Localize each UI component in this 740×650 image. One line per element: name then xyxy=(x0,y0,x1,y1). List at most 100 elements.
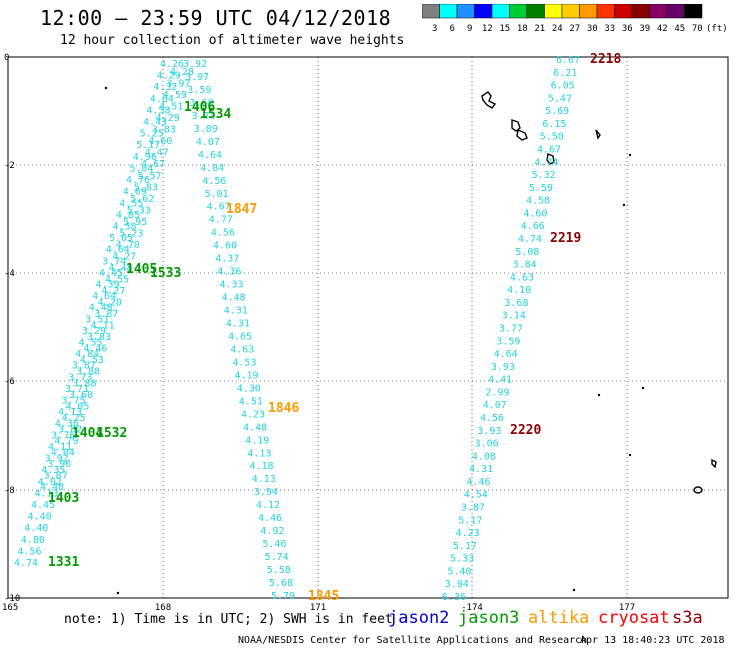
wave-height-value: 4.67 xyxy=(141,159,165,170)
wave-height-value: 4.07 xyxy=(196,137,220,148)
wave-height-value: 3.60 xyxy=(69,390,93,401)
wave-height-value: 5.33 xyxy=(127,205,151,216)
wave-height-value: 4.48 xyxy=(89,303,113,314)
colorbar-label: 30 xyxy=(587,24,598,34)
wave-height-value: 4.11 xyxy=(91,321,115,332)
wave-height-value: 4.56 xyxy=(211,228,235,239)
wave-height-value: 3.68 xyxy=(189,98,213,109)
wave-height-value: 4.79 xyxy=(54,436,78,447)
wave-height-value: 4.28 xyxy=(170,67,194,78)
wave-height-value: 4.56 xyxy=(480,413,504,424)
wave-height-value: 5.79 xyxy=(271,591,295,602)
wave-height-value: 4.55 xyxy=(79,338,103,349)
wave-height-value: 4.84 xyxy=(200,163,224,174)
wave-height-value: 3.96 xyxy=(47,459,71,470)
wave-height-value: 5.95 xyxy=(123,217,147,228)
wave-height-value: 4.60 xyxy=(148,136,172,147)
wave-height-value: 4.58 xyxy=(526,196,550,207)
wave-height-value: 5.83 xyxy=(134,182,158,193)
wave-height-value: 4.38 xyxy=(113,222,137,233)
wave-height-value: 4.31 xyxy=(226,319,250,330)
wave-height-value: 4.39 xyxy=(96,280,120,291)
wave-height-value: 4.48 xyxy=(243,422,267,433)
island-outline xyxy=(511,119,521,132)
wave-height-value: 6.21 xyxy=(553,68,577,79)
wave-height-value: 3.59 xyxy=(496,336,520,347)
wave-height-value: 3.77 xyxy=(499,324,523,335)
island-dot xyxy=(628,153,632,157)
wave-height-value: 3.73 xyxy=(68,372,92,383)
legend-cryosat: cryosat xyxy=(598,608,670,628)
wave-height-value: 4.54 xyxy=(464,490,488,501)
wave-height-value: 4.40 xyxy=(28,512,52,523)
wave-height-value: 5.59 xyxy=(529,183,553,194)
pass-time-label: 1405 xyxy=(126,262,157,277)
island-dot xyxy=(104,86,108,90)
footer-credit: NOAA/NESDIS Center for Satellite Applica… xyxy=(238,635,588,646)
island-outline xyxy=(516,129,528,141)
wave-height-value: 3.51 xyxy=(85,314,109,325)
wave-height-value: 4.80 xyxy=(21,535,45,546)
wave-height-value: 4.70 xyxy=(116,240,140,251)
wave-height-value: 4.64 xyxy=(494,349,518,360)
wave-height-value: 4.35 xyxy=(41,465,65,476)
wave-height-value: 3.93 xyxy=(477,426,501,437)
wave-height-value: 3.88 xyxy=(76,367,100,378)
pass-time-label: 1847 xyxy=(226,202,257,217)
wave-height-value: 5.40 xyxy=(447,566,471,577)
legend-jason2: jason2 xyxy=(388,608,450,628)
wave-height-value: 4.20 xyxy=(98,298,122,309)
wave-height-colorbar: 3 6 9 12 15 18 21 24 27 30 33 36 39 42 45 70 (ft) xyxy=(422,4,728,34)
wave-height-value: 4.12 xyxy=(256,500,280,511)
colorbar-label: 24 xyxy=(552,24,563,34)
wave-height-value: 5.17 xyxy=(458,515,482,526)
island-outline xyxy=(711,458,717,469)
wave-height-value: 4.48 xyxy=(40,482,64,493)
wave-height-value: 4.56 xyxy=(17,546,41,557)
wave-height-value: 4.56 xyxy=(202,176,226,187)
colorbar-label: 12 xyxy=(482,24,493,34)
wave-height-value: 3.29 xyxy=(82,326,106,337)
wave-height-value: 4.64 xyxy=(106,245,130,256)
wave-height-value: 3.97 xyxy=(185,72,209,83)
colorbar-swatch xyxy=(684,4,703,19)
pass-time-label: 1845 xyxy=(308,589,339,604)
wave-height-value: 4.96 xyxy=(133,152,157,163)
island-dot xyxy=(597,393,601,397)
footer-timestamp: Apr 13 18:40:23 UTC 2018 xyxy=(580,635,725,646)
legend-s3a: s3a xyxy=(672,608,703,628)
wave-height-value: 4.51 xyxy=(239,396,263,407)
wave-height-value: 4.92 xyxy=(260,526,284,537)
wave-height-value: 3.82 xyxy=(58,424,82,435)
wave-height-value: 3.97 xyxy=(166,79,190,90)
wave-height-value: 4.30 xyxy=(237,383,261,394)
wave-height-value: 4.19 xyxy=(235,370,259,381)
map-frame xyxy=(7,56,729,599)
wave-height-value: 4.59 xyxy=(163,90,187,101)
wave-height-value: 4.18 xyxy=(250,461,274,472)
wave-height-value: 4.60 xyxy=(213,241,237,252)
wave-height-value: 5.33 xyxy=(450,554,474,565)
wave-height-value: 4.55 xyxy=(105,275,129,286)
wave-height-value: 6.67 xyxy=(556,55,580,66)
wave-height-value: 4.53 xyxy=(232,357,256,368)
wave-height-value: 4.19 xyxy=(245,435,269,446)
colorbar-label: 6 xyxy=(450,24,455,34)
colorbar-label: 42 xyxy=(657,24,668,34)
colorbar-label: 27 xyxy=(569,24,580,34)
island-dot xyxy=(116,591,120,595)
wave-height-value: 4.53 xyxy=(80,355,104,366)
wave-height-value: 4.41 xyxy=(488,375,512,386)
wave-height-value: 4.76 xyxy=(126,175,150,186)
wave-height-value: 3.84 xyxy=(513,260,537,271)
x-tick-label: 165 xyxy=(2,603,18,613)
wave-height-value: 3.94 xyxy=(445,579,469,590)
wave-height-value: 4.51 xyxy=(159,102,183,113)
wave-height-value: 4.64 xyxy=(150,94,174,105)
wave-height-value: 5.04 xyxy=(129,163,153,174)
wave-height-value: 5.68 xyxy=(269,578,293,589)
wave-height-value: 4.31 xyxy=(469,464,493,475)
wave-height-value: 3.75 xyxy=(62,396,86,407)
wave-height-value: 4.13 xyxy=(58,407,82,418)
